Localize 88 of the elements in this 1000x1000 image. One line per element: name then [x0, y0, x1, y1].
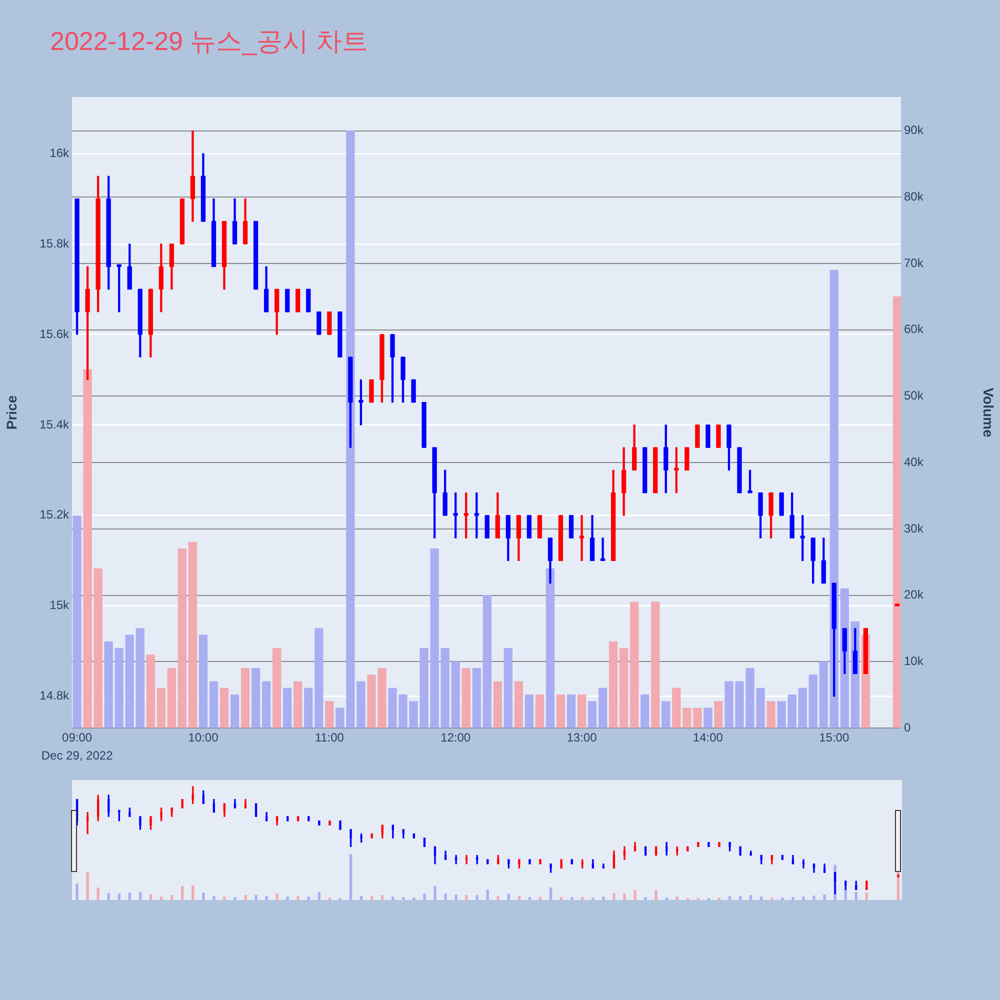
bar [94, 568, 102, 728]
x-tick-label: 13:00 [566, 730, 598, 745]
bar [546, 568, 555, 728]
x-tick-label: 11:00 [314, 730, 344, 745]
y-tick-label: 16k [50, 146, 70, 160]
bar [504, 648, 512, 728]
x-tick-label: 12:00 [440, 730, 471, 745]
bar [662, 701, 670, 728]
bar [198, 634, 208, 728]
y2-tick-label: 80k [904, 190, 924, 204]
bar [892, 296, 901, 728]
y2-tick-label: 30k [904, 521, 924, 536]
bar [598, 688, 608, 728]
bar [156, 688, 166, 728]
bar [146, 654, 155, 728]
bar [566, 694, 576, 728]
bar [535, 694, 544, 728]
y2-axis-title: Volume [980, 388, 997, 438]
bar [619, 648, 628, 728]
bar [262, 681, 271, 728]
x-tick-label: 14:00 [692, 730, 724, 745]
bar [556, 694, 566, 728]
y-tick-label: 14.8k [40, 688, 70, 703]
y2-tick-label: 70k [904, 256, 924, 270]
bar [608, 641, 618, 728]
bar [493, 681, 502, 728]
chart-title: 2022-12-29 뉴스_공시 차트 [50, 25, 368, 58]
y-tick-label: 15.8k [40, 236, 70, 250]
bar [704, 708, 712, 728]
bar [136, 628, 144, 728]
bar [251, 668, 260, 728]
bar [451, 661, 460, 728]
bar [819, 661, 828, 728]
y2-tick-label: 60k [904, 322, 924, 336]
bar [482, 594, 492, 728]
bar [272, 648, 282, 728]
candlestick [579, 515, 584, 561]
bar [314, 628, 324, 728]
y-tick-label: 15.6k [40, 326, 70, 341]
text: Dec 29, 2022 [41, 748, 114, 762]
y2-tick-label: 40k [904, 454, 924, 469]
y-tick-label: 15k [50, 598, 70, 612]
y2-tick-label: 20k [904, 588, 924, 602]
bar [693, 708, 702, 728]
bar [514, 681, 524, 728]
bar [830, 270, 838, 728]
bar [588, 701, 597, 728]
y2-tick-label: 50k [904, 388, 924, 403]
bar [114, 648, 124, 728]
bar [808, 674, 818, 728]
bar [714, 701, 723, 728]
bar [651, 602, 660, 728]
y-tick-label: 15.4k [40, 417, 70, 432]
bar [472, 668, 481, 728]
bar [672, 688, 681, 728]
y-tick-label: 15.2k [40, 508, 70, 522]
candlestick [600, 538, 606, 561]
bar [240, 668, 250, 728]
bar [798, 688, 807, 728]
x-tick-label: 09:00 [62, 730, 92, 745]
bar [209, 681, 218, 728]
x-tick-label: 10:00 [188, 730, 219, 745]
y2-tick-label: 90k [904, 123, 924, 138]
y2-tick-label: 10k [904, 654, 924, 668]
bar [630, 602, 639, 728]
bar [167, 668, 176, 728]
bar [577, 694, 586, 728]
bar [220, 688, 229, 728]
bar [304, 688, 313, 728]
bar [125, 634, 134, 728]
bar [462, 668, 470, 728]
y-axis-title: Price [3, 395, 20, 430]
bar [104, 641, 113, 728]
bar [188, 542, 198, 728]
bar [640, 694, 650, 728]
y2-tick-label: 0 [904, 720, 911, 734]
bar [230, 694, 240, 728]
bar [325, 701, 334, 728]
bar [682, 708, 692, 728]
bar [766, 701, 776, 728]
bar [178, 548, 187, 728]
bar [72, 515, 82, 728]
bar [524, 694, 534, 728]
bar [294, 681, 302, 728]
bar [283, 688, 292, 728]
bar [336, 708, 344, 728]
x-tick-label: 15:00 [819, 730, 850, 745]
bar [83, 369, 92, 728]
